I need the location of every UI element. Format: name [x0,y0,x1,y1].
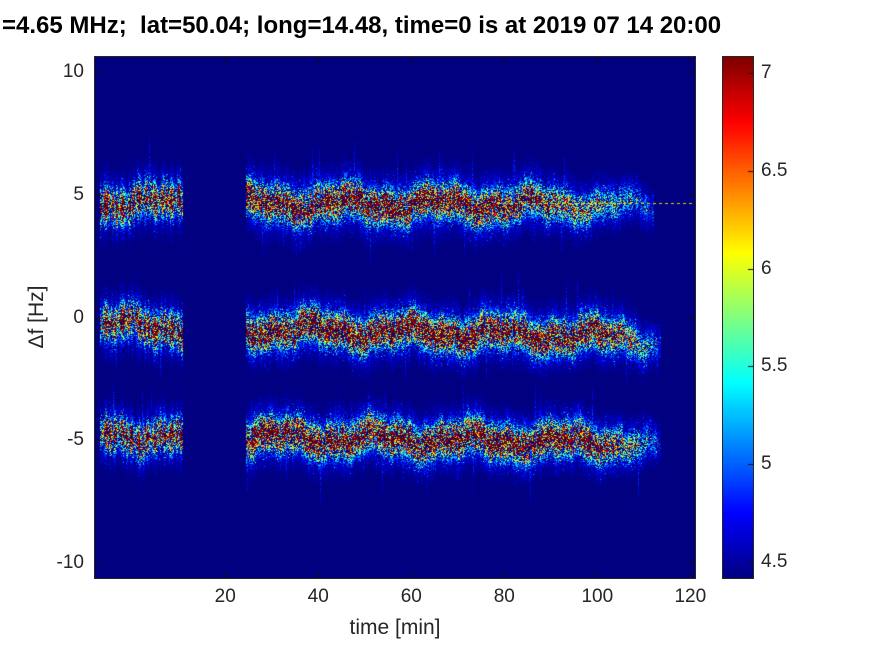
x-tick-label: 40 [307,586,329,607]
chart-title: =4.65 MHz; lat=50.04; long=14.48, time=0… [2,12,722,39]
colorbar [722,56,754,579]
colorbar-tick-label: 6 [761,257,772,279]
y-tick-label: 10 [62,60,84,82]
colorbar-tick-label: 7 [761,61,772,83]
colorbar-tick-label: 4.5 [761,551,788,573]
y-tick-label: -5 [67,429,84,451]
plot-area [94,56,696,579]
colorbar-canvas [723,57,753,578]
y-tick-label: -10 [56,552,84,574]
x-tick-label: 60 [400,586,422,607]
colorbar-tick-label: 5.5 [761,355,788,377]
x-tick-label: 120 [674,586,707,607]
x-tick-label: 20 [214,586,236,607]
colorbar-tick-label: 5 [761,453,772,475]
y-tick-label: 0 [73,306,84,328]
colorbar-tick-label: 6.5 [761,159,788,181]
x-axis-label: time [min] [349,616,441,639]
x-tick-label: 100 [581,586,614,607]
y-tick-label: 5 [73,183,84,205]
x-tick-label: 80 [493,586,515,607]
spectrogram-canvas [95,57,695,578]
